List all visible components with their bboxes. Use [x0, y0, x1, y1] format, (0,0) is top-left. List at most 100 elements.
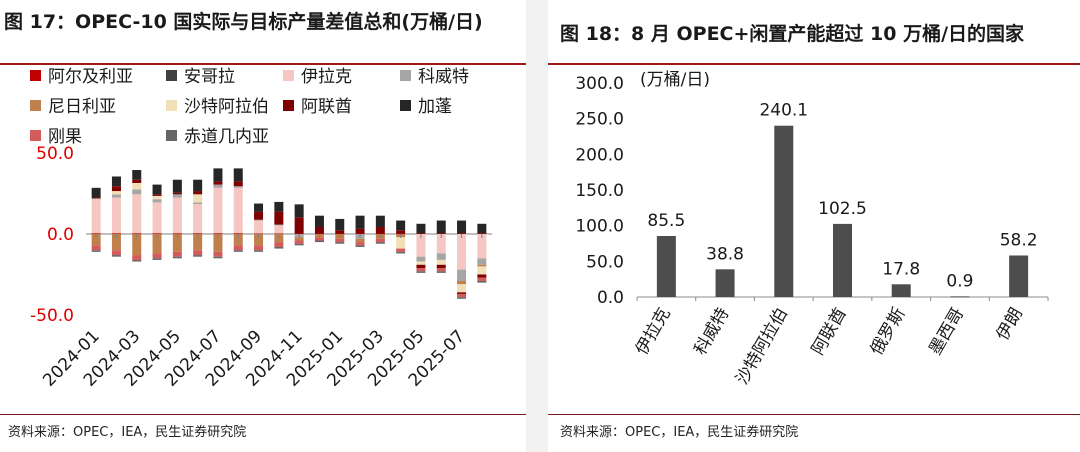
legend-swatch — [283, 100, 294, 111]
bar-segment — [91, 199, 101, 234]
left-source-rule — [0, 414, 526, 415]
bar-segment — [457, 284, 467, 293]
legend-swatch — [166, 70, 177, 81]
bar-segment — [375, 215, 385, 228]
bar-segment — [111, 191, 121, 195]
bar-segment — [314, 233, 324, 235]
y-tick-label: 50.0 — [36, 144, 74, 164]
bar-segment — [172, 256, 182, 259]
bar-segment — [416, 268, 426, 272]
bar-segment — [477, 258, 487, 265]
bar-segment — [396, 237, 406, 249]
bar-segment — [294, 217, 304, 234]
bar-segment — [254, 234, 264, 246]
bar-value-label: 0.9 — [946, 271, 973, 291]
bar-segment — [274, 242, 284, 247]
bar-segment — [233, 245, 243, 251]
bar-segment — [132, 255, 142, 260]
legend-swatch — [30, 70, 41, 81]
bar-segment — [314, 215, 324, 228]
bar-segment — [375, 242, 385, 244]
legend-label: 阿尔及利亚 — [48, 67, 133, 87]
y-tick-label: 0.0 — [47, 225, 74, 245]
legend-item: 赤道几内亚 — [166, 126, 269, 148]
bar-segment — [254, 219, 264, 221]
bar-segment — [152, 199, 162, 203]
bar-segment — [436, 271, 446, 273]
bar-segment — [233, 187, 243, 234]
bar-segment — [172, 251, 182, 257]
left-source-note: 资料来源：OPEC，IEA，民生证券研究院 — [8, 425, 247, 440]
bar-segment — [436, 253, 446, 260]
y-tick-label: 50.0 — [586, 252, 624, 272]
bar-segment — [416, 223, 426, 234]
bar — [774, 125, 794, 297]
bar-segment — [91, 234, 101, 246]
bar-segment — [172, 233, 182, 234]
left-title-rule — [0, 63, 526, 65]
x-category-label: 科威特 — [691, 305, 734, 359]
bar-segment — [233, 181, 243, 187]
bar-segment — [274, 201, 284, 212]
bar-segment — [314, 240, 324, 243]
bar-segment — [193, 255, 203, 257]
legend-swatch — [30, 130, 41, 141]
legend-item: 沙特阿拉伯 — [166, 96, 269, 118]
bar — [833, 223, 852, 297]
bar-segment — [193, 204, 203, 234]
bar-segment — [254, 220, 264, 234]
legend-label: 沙特阿拉伯 — [184, 97, 269, 117]
bar-value-label: 17.8 — [882, 259, 920, 279]
bar — [1009, 255, 1029, 297]
bar-value-label: 58.2 — [1000, 230, 1038, 250]
bar-segment — [477, 277, 487, 281]
bar-segment — [172, 197, 182, 234]
y-tick-label: 0.0 — [597, 288, 624, 308]
bar-segment — [193, 233, 203, 234]
bar-segment — [436, 259, 446, 265]
x-category-label: 阿联酋 — [808, 305, 851, 359]
bar-segment — [274, 233, 284, 235]
bar-segment — [152, 184, 162, 195]
legend-swatch — [30, 100, 41, 111]
bar-value-label: 38.8 — [706, 244, 744, 264]
bar-segment — [314, 237, 324, 241]
bar-segment — [396, 248, 406, 252]
bar-segment — [233, 186, 243, 188]
bar-segment — [375, 227, 385, 234]
bar-segment — [152, 233, 162, 234]
bar-segment — [193, 202, 203, 205]
bar-segment — [416, 256, 426, 262]
bar-segment — [477, 233, 487, 235]
bar-segment — [416, 233, 426, 235]
bar-segment — [274, 211, 284, 225]
bar — [950, 296, 970, 298]
bar-segment — [436, 234, 446, 254]
legend-item: 伊拉克 — [283, 66, 352, 88]
bar-segment — [213, 168, 223, 182]
bar-segment — [274, 234, 284, 243]
bar-segment — [355, 242, 365, 246]
bar-segment — [111, 250, 121, 256]
bar-segment — [294, 237, 304, 241]
bar-segment — [294, 204, 304, 218]
bar-segment — [111, 234, 121, 251]
legend-swatch — [166, 100, 177, 111]
bar-segment — [477, 234, 487, 259]
legend-label: 尼日利亚 — [48, 97, 116, 117]
legend-item: 科威特 — [400, 66, 469, 88]
bar-segment — [91, 233, 101, 234]
legend-item: 阿尔及利亚 — [30, 66, 133, 88]
bar-segment — [335, 242, 345, 244]
bar-segment — [396, 251, 406, 254]
legend-label: 加蓬 — [418, 97, 452, 117]
x-category-label: 沙特阿拉伯 — [732, 305, 792, 389]
bar-value-label: 85.5 — [647, 211, 685, 231]
bar-segment — [213, 234, 223, 252]
bar-segment — [457, 280, 467, 285]
bar — [715, 269, 735, 297]
bar-segment — [132, 170, 142, 180]
bar-segment — [457, 269, 467, 281]
bar-segment — [91, 198, 101, 200]
legend-item: 安哥拉 — [166, 66, 235, 88]
